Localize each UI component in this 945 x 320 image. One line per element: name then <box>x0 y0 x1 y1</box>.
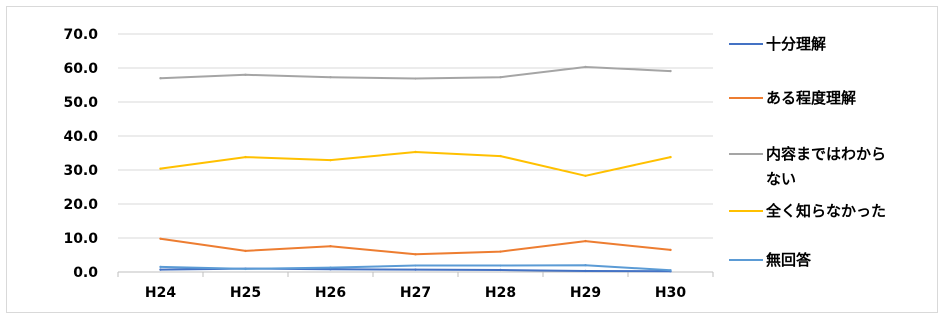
data-point <box>414 264 417 267</box>
data-point <box>584 174 587 177</box>
x-tick-label: H24 <box>145 285 176 301</box>
data-point <box>414 77 417 80</box>
data-point <box>329 266 332 269</box>
data-point <box>499 268 502 272</box>
data-point <box>159 265 162 269</box>
y-tick-label: 30.0 <box>63 163 98 179</box>
data-point <box>669 269 672 272</box>
legend-label: 全く知らなかった <box>765 202 886 220</box>
data-point <box>584 264 587 267</box>
series-line <box>159 237 672 256</box>
data-point <box>669 69 672 73</box>
series-line <box>159 66 672 80</box>
data-point <box>244 249 247 253</box>
data-point <box>244 155 247 159</box>
data-point <box>499 264 502 267</box>
y-tick-label: 0.0 <box>73 265 98 281</box>
data-point <box>499 75 502 79</box>
y-tick-label: 50.0 <box>63 95 98 111</box>
x-tick-label: H28 <box>485 285 516 301</box>
data-point <box>244 267 247 271</box>
y-tick-label: 60.0 <box>63 61 98 77</box>
data-point <box>499 154 502 158</box>
data-point <box>669 155 672 159</box>
legend-label: ある程度理解 <box>766 89 856 107</box>
legend-label: 十分理解 <box>766 35 826 53</box>
data-point <box>414 253 417 256</box>
data-point <box>414 150 417 154</box>
data-point <box>159 167 162 170</box>
y-tick-label: 10.0 <box>63 231 98 247</box>
data-point <box>584 269 587 273</box>
series-line <box>159 151 672 177</box>
data-point <box>329 244 332 248</box>
y-tick-label: 40.0 <box>63 129 98 145</box>
data-point <box>669 248 672 252</box>
y-tick-label: 20.0 <box>63 197 98 213</box>
data-point <box>159 237 162 240</box>
data-point <box>159 268 162 271</box>
legend-label: 無回答 <box>766 251 812 269</box>
x-tick-label: H30 <box>655 285 686 301</box>
x-tick-label: H25 <box>230 285 261 301</box>
data-point <box>329 75 332 79</box>
data-point <box>329 268 332 271</box>
line-chart: 0.0 10.0 20.0 30.0 40.0 50.0 60.0 70.0 H24 H25 H26… <box>63 27 886 301</box>
data-point <box>244 73 247 77</box>
data-point <box>414 268 417 271</box>
chart-frame: 0.0 10.0 20.0 30.0 40.0 50.0 60.0 70.0 H24 H25 H26… <box>6 6 938 313</box>
data-point <box>499 250 502 253</box>
x-tick-label: H29 <box>570 285 601 301</box>
y-tick-label: 70.0 <box>63 27 98 43</box>
x-tick-label: H26 <box>315 285 346 301</box>
data-point <box>329 158 332 162</box>
data-point <box>584 239 587 243</box>
data-point <box>159 77 162 80</box>
data-point <box>584 65 587 69</box>
legend-label: 内容まではわからない <box>766 145 886 188</box>
x-tick-label: H27 <box>400 285 431 301</box>
